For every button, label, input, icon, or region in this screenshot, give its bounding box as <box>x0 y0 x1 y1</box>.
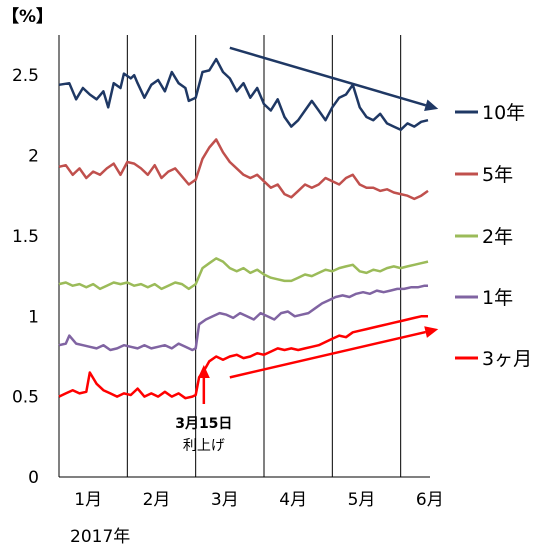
x-tick-label: 3月 <box>211 490 239 510</box>
event-arrowhead-icon <box>197 365 210 378</box>
legend: 10年 5年 2年 1年 3ヶ月 <box>455 102 532 370</box>
y-tick-label: 2.5 <box>12 66 39 86</box>
3ヶ月-trend-arrow-head-icon <box>424 326 439 338</box>
y-tick-label: 1 <box>28 307 39 327</box>
y-tick-label: 2 <box>28 147 39 167</box>
legend-label: 5年 <box>482 164 513 186</box>
x-tick-label: 2月 <box>143 490 171 510</box>
rate-hike-annotation: 3月15日 利上げ <box>175 365 232 454</box>
event-label-date: 3月15日 <box>175 416 232 432</box>
y-tick-label: 0 <box>28 468 39 488</box>
series-line-1年 <box>58 284 428 352</box>
10年-trend-arrow <box>229 46 427 107</box>
series-line-2年 <box>58 257 429 291</box>
x-tick-label: 6月 <box>416 490 444 510</box>
x-tick-label: 5月 <box>348 490 376 510</box>
series-line-10年 <box>58 57 429 132</box>
series-lines <box>58 57 429 400</box>
legend-label: 3ヶ月 <box>482 348 532 370</box>
y-axis-tick-labels: 0 0.5 1 1.5 2 2.5 <box>12 66 39 488</box>
unit-label: 【%】 <box>2 6 53 27</box>
x-axis-tick-labels: 1月 2月 3月 4月 5月 6月 <box>74 490 443 510</box>
year-label: 2017年 <box>70 527 130 547</box>
y-tick-label: 0.5 <box>12 388 39 408</box>
series-line-3ヶ月 <box>58 315 428 400</box>
legend-label: 10年 <box>482 102 525 124</box>
x-tick-label: 4月 <box>279 490 307 510</box>
x-tick-label: 1月 <box>74 490 102 510</box>
legend-label: 2年 <box>482 226 513 248</box>
legend-label: 1年 <box>482 287 513 309</box>
trend-arrows <box>229 46 439 379</box>
3ヶ月-trend-arrow <box>229 330 426 379</box>
10年-trend-arrow-head-icon <box>424 99 439 112</box>
event-label-action: 利上げ <box>183 438 225 454</box>
y-tick-label: 1.5 <box>12 227 39 247</box>
series-line-5年 <box>58 138 429 201</box>
